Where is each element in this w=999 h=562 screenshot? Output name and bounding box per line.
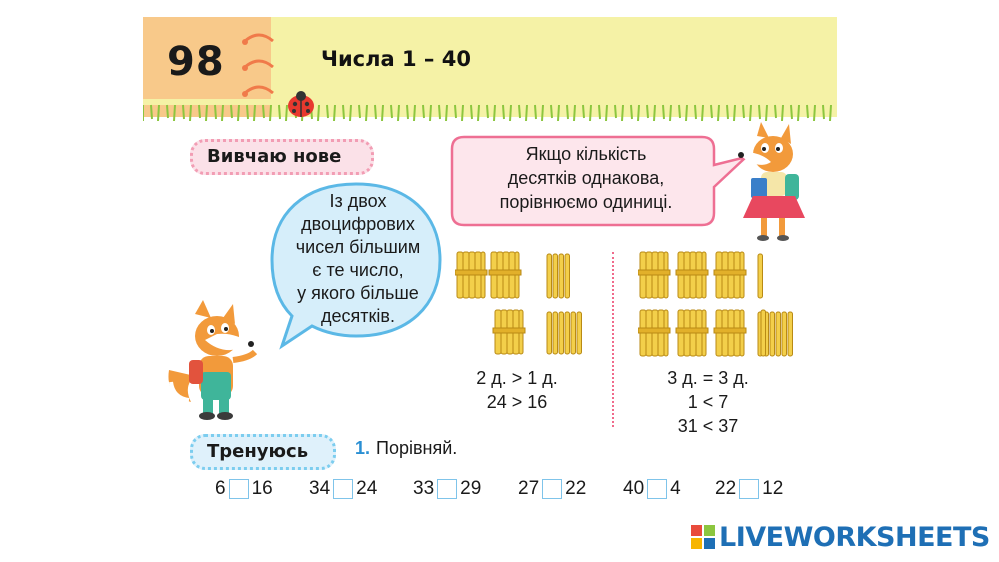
number-a: 40	[623, 478, 645, 499]
compare-pair: 27 22	[518, 476, 586, 502]
number-b: 16	[251, 478, 273, 499]
ladybug-icon	[288, 91, 314, 117]
number-a: 22	[715, 478, 737, 499]
number-a: 6	[215, 478, 226, 499]
comparison-line: 2 д. > 1 д.	[476, 368, 558, 388]
exercise-number: 1.	[355, 438, 371, 458]
page-title: Числа 1 – 40	[321, 47, 471, 71]
training-label: Тренуюсь	[190, 434, 336, 470]
bubble-line: Із двох	[329, 191, 387, 211]
fox-character-icon	[168, 300, 258, 420]
number-b: 12	[762, 478, 784, 499]
page-header: 98 Числа 1 – 40	[143, 17, 837, 122]
page-number: 98	[167, 39, 225, 85]
liveworksheets-logo: LIVEWORKSHEETS	[691, 521, 990, 553]
left-bubble-text: Із двох двоцифрових чисел більшим є те ч…	[283, 190, 433, 328]
top-bubble-text: Якщо кількість десятків однакова, порівн…	[458, 142, 714, 214]
left-comparison: 2 д. > 1 д. 24 > 16	[462, 366, 572, 414]
answer-box[interactable]	[739, 479, 760, 499]
liveworksheets-logo-icon	[691, 525, 715, 549]
number-b: 22	[565, 478, 587, 499]
exercise-heading: 1. Порівняй.	[355, 438, 457, 459]
bubble-line: двоцифрових	[301, 214, 415, 234]
answer-box[interactable]	[542, 479, 563, 499]
bubble-line: у якого більше	[297, 283, 419, 303]
top-speech-bubble	[450, 135, 750, 227]
exercise-instruction: Порівняй.	[376, 438, 458, 458]
bubble-line: десятків.	[321, 306, 395, 326]
bubble-line: Якщо кількість	[525, 144, 647, 164]
comparison-line: 31 < 37	[677, 416, 739, 436]
bubble-line: десятків однакова,	[507, 168, 665, 188]
bundle	[455, 251, 488, 299]
bubble-line: порівнюємо одиниці.	[499, 192, 673, 212]
comparison-line: 24 > 16	[486, 392, 548, 412]
number-b: 29	[460, 478, 482, 499]
compare-pair: 34 24	[309, 476, 377, 502]
dotted-divider	[612, 252, 614, 427]
answer-box[interactable]	[228, 479, 249, 499]
binder-rings-icon	[242, 33, 274, 97]
number-b: 24	[356, 478, 378, 499]
compare-pair: 40 4	[623, 476, 681, 502]
answer-box[interactable]	[647, 479, 668, 499]
number-a: 34	[309, 478, 331, 499]
compare-pair: 33 29	[413, 476, 481, 502]
comparison-line: 3 д. = 3 д.	[667, 368, 749, 388]
number-b: 4	[670, 478, 681, 499]
bundles-24-icon	[455, 251, 582, 355]
bubble-line: є те число,	[312, 260, 404, 280]
comparison-exercise-row: 6 16 34 24 33 29 27 22 40 4 22 12	[215, 476, 815, 502]
bubble-line: чисел більшим	[295, 237, 421, 257]
brand-name: LIVEWORKSHEETS	[719, 521, 990, 553]
compare-pair: 6 16	[215, 476, 273, 502]
answer-box[interactable]	[333, 479, 354, 499]
number-a: 33	[413, 478, 435, 499]
bundles-31-37-icon	[638, 251, 793, 357]
left-speech-bubble	[270, 182, 442, 350]
fox-girl-character-icon	[738, 122, 805, 241]
right-comparison: 3 д. = 3 д. 1 < 7 31 < 37	[648, 366, 768, 438]
learn-new-label: Вивчаю нове	[190, 139, 374, 175]
compare-pair: 22 12	[715, 476, 783, 502]
comparison-line: 1 < 7	[687, 392, 729, 412]
number-a: 27	[518, 478, 540, 499]
grass-border	[143, 99, 837, 122]
answer-box[interactable]	[437, 479, 458, 499]
